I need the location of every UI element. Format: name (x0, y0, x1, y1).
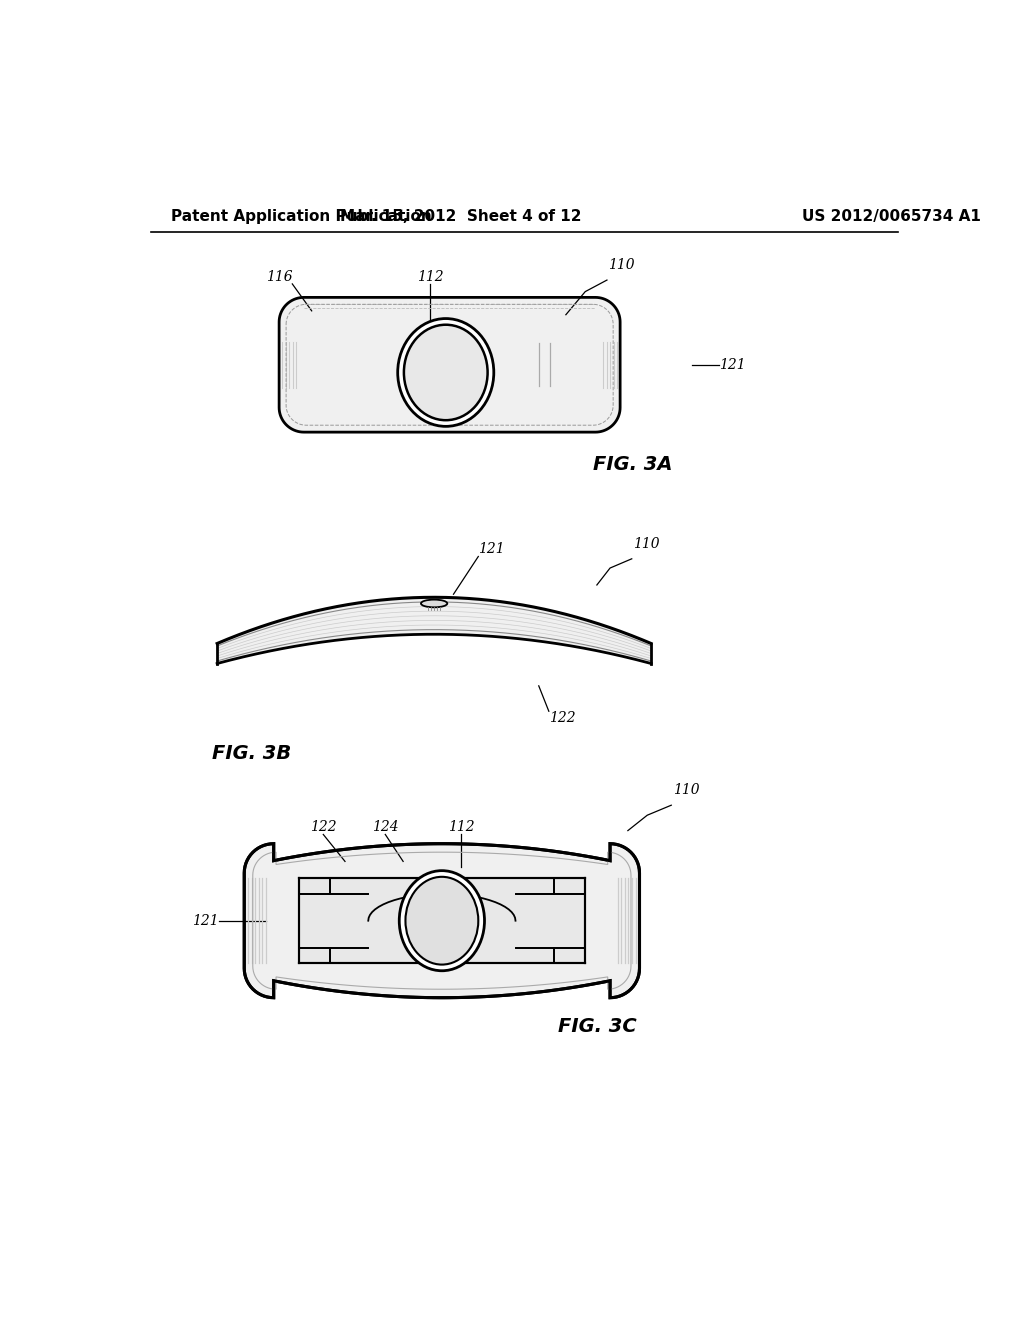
Text: US 2012/0065734 A1: US 2012/0065734 A1 (802, 209, 981, 223)
Text: 112: 112 (447, 821, 474, 834)
Text: Patent Application Publication: Patent Application Publication (171, 209, 431, 223)
Ellipse shape (406, 876, 478, 965)
Ellipse shape (421, 599, 447, 607)
Text: FIG. 3C: FIG. 3C (558, 1016, 637, 1036)
Polygon shape (280, 297, 621, 432)
Text: FIG. 3A: FIG. 3A (593, 455, 673, 474)
Text: 110: 110 (633, 537, 659, 552)
Polygon shape (299, 878, 586, 964)
Ellipse shape (397, 318, 494, 426)
Text: 122: 122 (310, 821, 337, 834)
Text: Mar. 15, 2012  Sheet 4 of 12: Mar. 15, 2012 Sheet 4 of 12 (341, 209, 582, 223)
Text: 122: 122 (549, 711, 575, 725)
Text: 116: 116 (265, 269, 292, 284)
Text: 121: 121 (719, 358, 745, 372)
Text: 121: 121 (193, 913, 219, 928)
Ellipse shape (403, 325, 487, 420)
Text: 112: 112 (417, 269, 443, 284)
Ellipse shape (399, 871, 484, 970)
Polygon shape (217, 598, 651, 664)
Text: FIG. 3B: FIG. 3B (212, 743, 291, 763)
Text: 121: 121 (478, 543, 505, 557)
Text: 124: 124 (372, 821, 398, 834)
Text: 110: 110 (673, 784, 699, 797)
Text: 110: 110 (608, 259, 635, 272)
Polygon shape (245, 843, 640, 998)
